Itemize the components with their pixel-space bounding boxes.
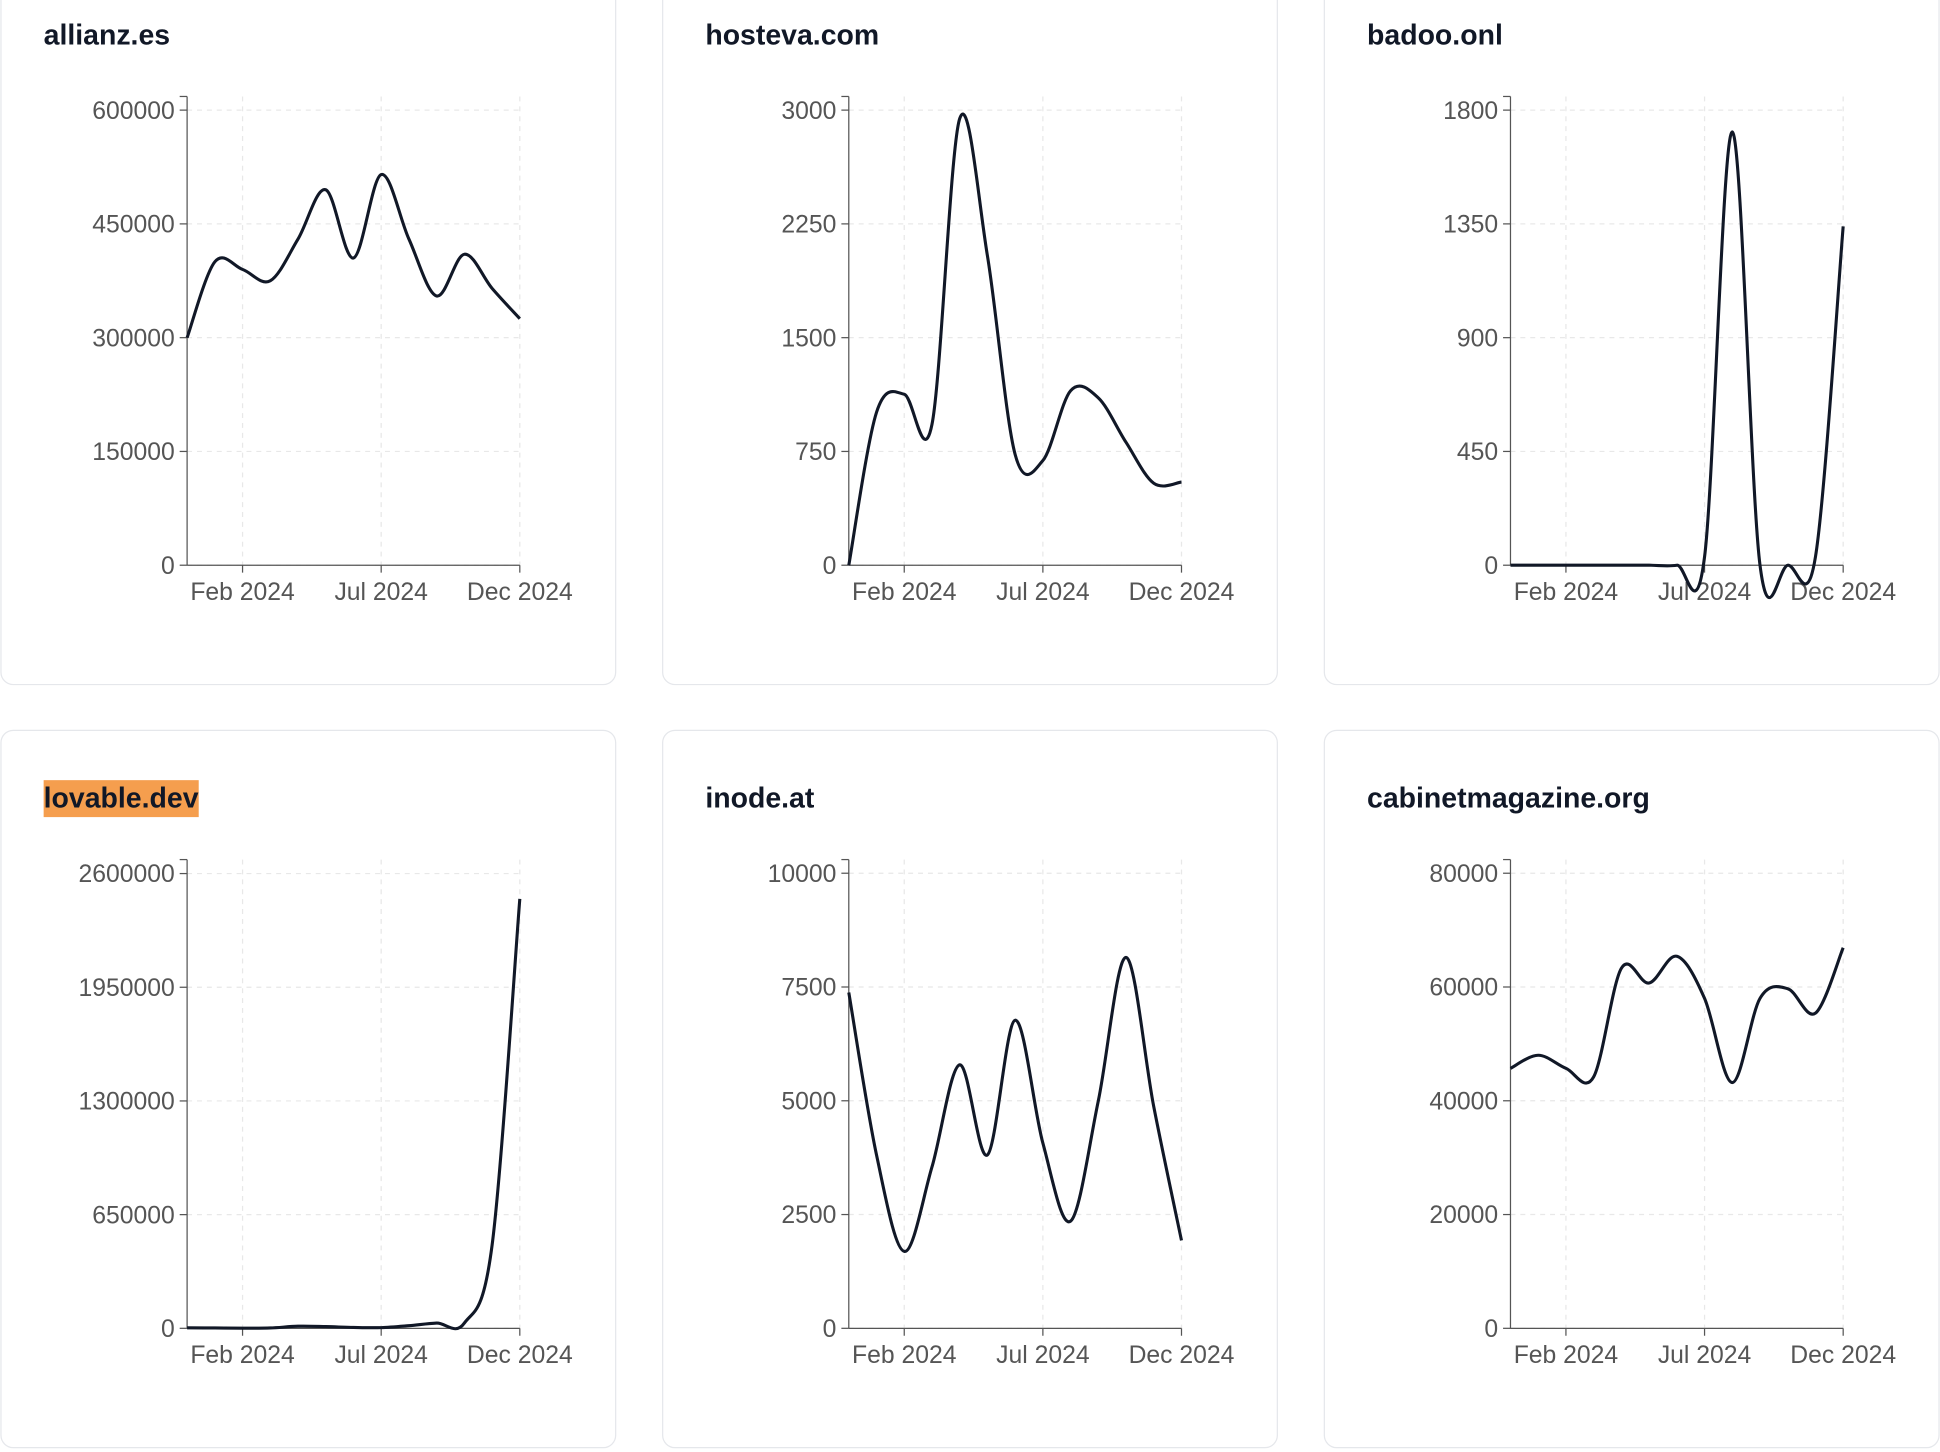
y-tick-label: 900 <box>1457 325 1498 352</box>
line <box>847 955 1184 1253</box>
chart-card: cabinetmagazine.org 0 20000 40000 60000 80000… <box>1323 729 1940 1449</box>
line <box>1510 130 1845 599</box>
x-tick-label: Dec 2024 <box>467 579 573 606</box>
x-tick-label: Jul 2024 <box>334 1342 428 1369</box>
y-tick-label: 2500 <box>781 1202 836 1229</box>
x-tick-label: Feb 2024 <box>852 579 957 606</box>
x-tick-label: Feb 2024 <box>852 1342 957 1369</box>
y-tick-label: 0 <box>161 553 175 580</box>
x-tick-label: Feb 2024 <box>190 1342 295 1369</box>
y-tick-label: 40000 <box>1429 1088 1498 1115</box>
y-tick-label: 650000 <box>92 1202 174 1229</box>
x-tick-label: Feb 2024 <box>1514 1342 1619 1369</box>
y-tick-label: 5000 <box>781 1088 836 1115</box>
chart-card: lovable.dev 0 650000 1300000 1950000 2600000 F… <box>0 729 617 1449</box>
y-tick-label: 7500 <box>781 975 836 1002</box>
y-tick-label: 0 <box>161 1316 175 1343</box>
chart-title: inode.at <box>705 783 815 815</box>
y-tick-label: 1950000 <box>79 975 175 1002</box>
y-tick-label: 300000 <box>92 325 174 352</box>
x-tick-label: Jul 2024 <box>1658 1342 1752 1369</box>
x-tick-label: Feb 2024 <box>1514 579 1619 606</box>
y-tick-label: 20000 <box>1429 1202 1498 1229</box>
y-tick-label: 2600000 <box>79 861 175 888</box>
chart-title: lovable.dev <box>44 783 199 815</box>
line <box>185 173 521 339</box>
card <box>1323 729 1940 1449</box>
y-tick-label: 0 <box>823 553 837 580</box>
y-tick-label: 3000 <box>781 98 836 125</box>
x-tick-label: Jul 2024 <box>1658 579 1752 606</box>
y-tick-label: 0 <box>1484 553 1498 580</box>
y-tick-label: 1300000 <box>79 1089 175 1116</box>
y-tick-label: 600000 <box>92 98 174 125</box>
y-tick-label: 10000 <box>768 861 837 888</box>
y-tick-label: 80000 <box>1429 861 1498 888</box>
title-highlight <box>43 780 199 818</box>
x-tick-label: Dec 2024 <box>1129 579 1235 606</box>
y-tick-label: 450000 <box>92 212 174 239</box>
chart-card: inode.at 0 2500 5000 7500 10000 Feb 2024 Jul 20… <box>662 729 1278 1449</box>
y-tick-label: 1350 <box>1443 212 1498 239</box>
y-tick-label: 60000 <box>1429 975 1498 1002</box>
card <box>0 0 617 686</box>
chart-title: badoo.onl <box>1367 20 1503 52</box>
x-tick-label: Dec 2024 <box>467 1342 573 1369</box>
y-tick-label: 450 <box>1457 439 1498 466</box>
y-tick-label: 150000 <box>92 439 174 466</box>
x-tick-label: Feb 2024 <box>190 579 295 606</box>
x-tick-label: Jul 2024 <box>996 1342 1090 1369</box>
line <box>1509 947 1845 1085</box>
chart-card: hosteva.com 0 750 1500 2250 3000 Feb 2024 Jul 2… <box>662 0 1278 686</box>
y-tick-label: 1500 <box>781 325 836 352</box>
chart-title: cabinetmagazine.org <box>1367 783 1650 815</box>
chart-title: allianz.es <box>44 20 170 52</box>
x-tick-label: Jul 2024 <box>996 579 1090 606</box>
card <box>1323 0 1940 686</box>
x-tick-label: Dec 2024 <box>1790 1342 1896 1369</box>
y-tick-label: 750 <box>795 439 836 466</box>
card <box>0 729 617 1449</box>
y-tick-label: 1800 <box>1443 98 1498 125</box>
line <box>187 898 522 1331</box>
x-tick-label: Jul 2024 <box>334 579 428 606</box>
y-tick-label: 0 <box>823 1316 837 1343</box>
chart-card: badoo.onl 0 450 900 1350 1800 Feb 2024 Jul 2024… <box>1323 0 1940 686</box>
y-tick-label: 0 <box>1484 1316 1498 1343</box>
y-tick-label: 2250 <box>781 212 836 239</box>
chart-card: allianz.es 0 150000 300000 450000 600000 Feb 2… <box>0 0 617 686</box>
card <box>662 0 1278 686</box>
chart-title: hosteva.com <box>705 20 879 52</box>
x-tick-label: Dec 2024 <box>1129 1342 1235 1369</box>
line <box>847 112 1182 566</box>
